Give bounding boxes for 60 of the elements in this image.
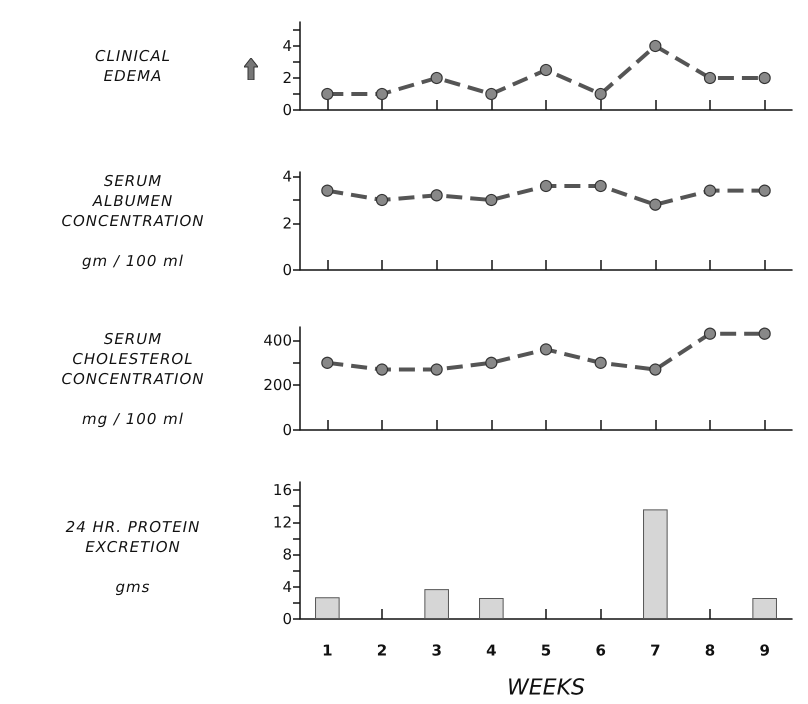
- x-tick-label: 5: [540, 642, 552, 660]
- point: [594, 88, 607, 100]
- point: [758, 328, 771, 340]
- x-tick-label: 4: [486, 642, 497, 660]
- point: [649, 198, 662, 211]
- y-tick-label: 12: [272, 513, 292, 532]
- x-tick-label: 9: [759, 642, 770, 660]
- y-tick-label: 200: [263, 376, 292, 394]
- point: [649, 363, 662, 376]
- point: [321, 88, 334, 100]
- y-tick-label: 4: [282, 578, 292, 596]
- bar: [479, 598, 504, 619]
- y-tick-label: 2: [282, 69, 292, 87]
- point: [485, 194, 498, 206]
- point: [540, 180, 552, 192]
- point: [649, 40, 662, 52]
- text: 24 HR. PROTEIN EXCRETION gms: [66, 518, 200, 596]
- point: [758, 184, 771, 197]
- point: [321, 356, 334, 369]
- point: [430, 72, 443, 84]
- x-tick-label: 7: [650, 642, 661, 660]
- y-axis-title: CLINICAL EDEMA: [95, 46, 171, 86]
- point: [594, 180, 607, 192]
- point: [430, 363, 443, 376]
- bar: [315, 597, 340, 619]
- x-tick-label: 2: [376, 642, 388, 660]
- point: [704, 72, 716, 84]
- x-tick-label: 3: [431, 642, 442, 660]
- x-tick-label: 1: [322, 642, 333, 660]
- point: [430, 189, 443, 202]
- point: [485, 356, 498, 369]
- y-tick-label: 16: [272, 481, 292, 500]
- point: [704, 184, 716, 197]
- point: [376, 194, 388, 206]
- bar: [752, 598, 777, 619]
- y-tick-label: 0: [282, 610, 292, 628]
- point: [540, 343, 552, 356]
- x-tick-label: 8: [704, 642, 716, 660]
- y-tick-label: 4: [282, 37, 292, 55]
- y-tick-label: 0: [282, 261, 292, 279]
- point: [540, 64, 552, 76]
- text: SERUM CHOLESTEROL CONCENTRATION mg / 100 ml: [61, 330, 205, 428]
- y-tick-label: 0: [282, 101, 292, 119]
- point: [485, 88, 498, 100]
- bar: [643, 509, 668, 619]
- y-tick-label: 4: [282, 168, 292, 186]
- x-axis-title: WEEKS: [507, 676, 586, 700]
- point: [704, 328, 716, 340]
- y-tick-label: 400: [263, 331, 292, 350]
- bar: [424, 589, 449, 619]
- y-tick-label: 8: [282, 546, 292, 564]
- text: SERUM ALBUMEN CONCENTRATION gm / 100 ml: [61, 172, 205, 270]
- point: [594, 356, 607, 369]
- point: [758, 72, 771, 84]
- y-tick-label: 0: [282, 421, 292, 439]
- y-tick-label: 2: [282, 214, 292, 232]
- x-tick-label: 6: [595, 642, 606, 660]
- point: [376, 88, 388, 100]
- point: [376, 363, 388, 376]
- point: [321, 184, 334, 197]
